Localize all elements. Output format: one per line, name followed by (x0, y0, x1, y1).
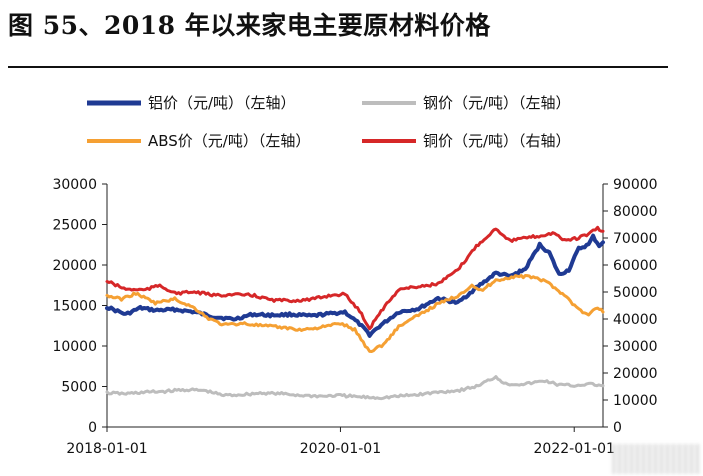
x-tick-label: 2018-01-01 (66, 441, 147, 457)
right-tick-label: 50000 (613, 285, 658, 301)
right-tick-label: 40000 (613, 312, 658, 328)
series-line-1 (105, 375, 605, 401)
right-tick-label: 60000 (613, 258, 658, 274)
watermark (612, 444, 700, 474)
left-tick-label: 10000 (52, 339, 97, 355)
right-tick-label: 80000 (613, 204, 658, 220)
series-line-2 (105, 274, 605, 353)
legend-label-2: ABS价（元/吨）（左轴） (148, 132, 310, 150)
legend-label-0: 铝价（元/吨）（左轴） (148, 94, 296, 112)
page-title: 图 55、2018 年以来家电主要原材料价格 (8, 11, 491, 40)
left-tick-label: 30000 (52, 177, 97, 193)
series-line-3 (105, 225, 605, 331)
left-tick-label: 0 (88, 420, 97, 436)
x-tick-label: 2022-01-01 (534, 441, 615, 457)
left-tick-label: 25000 (52, 218, 97, 234)
right-tick-label: 90000 (613, 177, 658, 193)
series-line-0 (105, 233, 605, 338)
left-tick-label: 5000 (61, 380, 97, 396)
right-tick-label: 0 (613, 420, 622, 436)
right-tick-label: 70000 (613, 231, 658, 247)
right-tick-label: 20000 (613, 366, 658, 382)
left-tick-label: 20000 (52, 258, 97, 274)
legend-label-1: 钢价（元/吨）（左轴） (423, 94, 571, 112)
right-tick-label: 10000 (613, 393, 658, 409)
legend-label-3: 铜价（元/吨）（右轴） (423, 132, 571, 150)
x-tick-label: 2020-01-01 (300, 441, 381, 457)
right-tick-label: 30000 (613, 339, 658, 355)
left-tick-label: 15000 (52, 299, 97, 315)
title-underline (8, 66, 668, 68)
